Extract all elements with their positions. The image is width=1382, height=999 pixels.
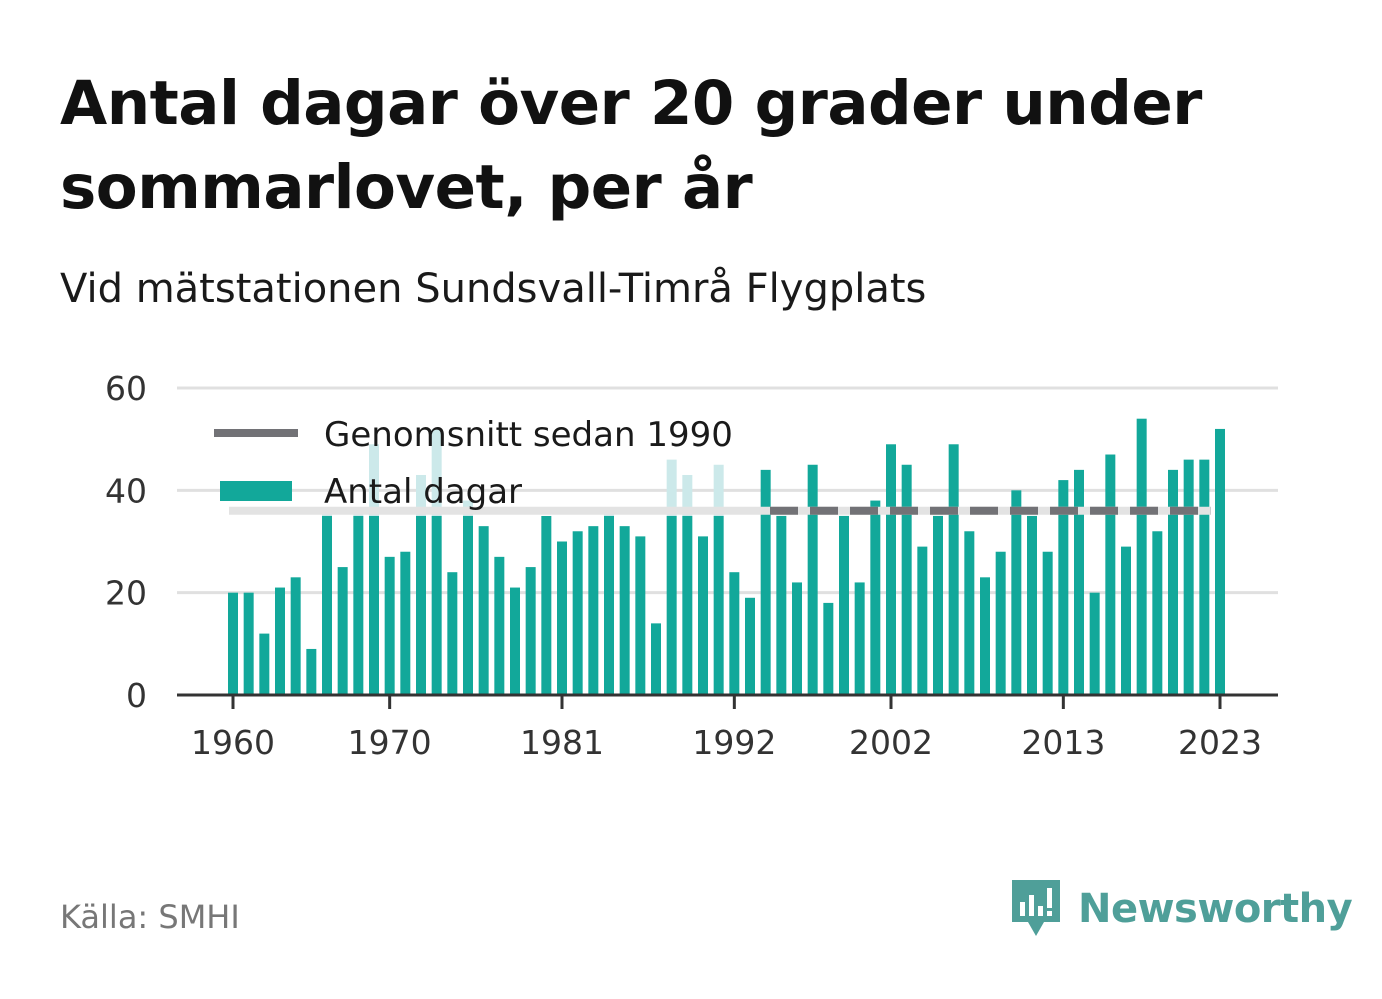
bar: [995, 551, 1006, 695]
bar: [901, 464, 912, 695]
bar: [510, 587, 520, 695]
bar: [588, 526, 599, 695]
bar: [447, 572, 458, 695]
bar: [776, 515, 787, 695]
bar: [729, 572, 740, 695]
y-tick-label: 20: [105, 574, 147, 613]
bar: [290, 577, 301, 695]
x-tick-label: 2002: [849, 723, 933, 762]
bar: [792, 582, 802, 695]
x-axis-ticks: 1960 1970 1981 1992 2002 2013 2023: [191, 695, 1262, 762]
bar: [807, 464, 818, 695]
bars: [228, 418, 1225, 695]
bar: [948, 444, 959, 695]
bar: [353, 516, 364, 695]
bar: [275, 587, 285, 695]
bar: [635, 536, 646, 695]
bar: [619, 526, 630, 695]
bar: [1152, 531, 1163, 695]
chart-subtitle: Vid mätstationen Sundsvall-Timrå Flygpla…: [60, 266, 927, 312]
bar: [572, 531, 583, 695]
bar: [541, 516, 552, 695]
bar: [651, 623, 661, 695]
x-tick-label: 1970: [348, 723, 432, 762]
legend: Genomsnitt sedan 1990 Antal dagar: [214, 415, 733, 512]
bar: [337, 567, 348, 695]
bar: [917, 546, 928, 695]
x-tick-label: 1960: [191, 723, 275, 762]
bar: [1011, 490, 1022, 695]
y-tick-label: 40: [105, 471, 147, 510]
bar-faded-segment: [682, 474, 693, 516]
bar: [322, 516, 332, 695]
bar: [384, 556, 395, 695]
x-tick-label: 1992: [692, 723, 776, 762]
y-tick-label: 0: [126, 676, 147, 715]
bar: [854, 582, 865, 695]
bar: [416, 516, 426, 695]
legend-bar-label: Antal dagar: [324, 472, 522, 512]
chart-title: Antal dagar över 20 grader under sommarl…: [60, 68, 1202, 223]
bar: [1105, 454, 1116, 695]
bar: [666, 516, 677, 695]
bar-faded-segment: [369, 444, 379, 516]
bar: [745, 597, 755, 695]
brand-logo: Newsworthy: [1010, 878, 1353, 940]
brand-name: Newsworthy: [1078, 886, 1353, 932]
bar-faded-segment: [431, 428, 442, 516]
x-tick-label: 2023: [1178, 723, 1262, 762]
source-note: Källa: SMHI: [60, 898, 240, 936]
legend-bar-swatch: [220, 481, 292, 501]
bar: [1215, 428, 1225, 695]
bar: [478, 526, 489, 695]
bar: [682, 516, 693, 695]
bar: [823, 602, 834, 695]
x-tick-label: 1981: [520, 723, 604, 762]
bar: [1058, 480, 1069, 695]
bar: [1199, 459, 1210, 695]
bar: [1074, 469, 1084, 695]
bar: [557, 541, 567, 695]
bar: [933, 515, 943, 695]
y-axis-ticks: 0 20 40 60: [105, 369, 147, 715]
bar-faded-segment: [713, 464, 724, 516]
bar: [760, 469, 771, 695]
bar: [400, 551, 411, 695]
bar: [964, 531, 975, 695]
bar: [1168, 469, 1178, 695]
bar: [1136, 418, 1147, 695]
bar: [1089, 592, 1100, 695]
bar: [1183, 459, 1194, 695]
bar: [980, 577, 990, 695]
bar: [839, 515, 849, 695]
legend-average-label: Genomsnitt sedan 1990: [324, 415, 733, 455]
bar: [1042, 551, 1053, 695]
x-tick-label: 2013: [1021, 723, 1105, 762]
bar: [604, 516, 614, 695]
bar: [713, 516, 724, 695]
bar: [870, 500, 881, 695]
newsworthy-icon: [1012, 880, 1060, 936]
bar: [698, 536, 708, 695]
bar-faded-segment: [416, 474, 426, 516]
bar: [886, 444, 896, 695]
bar: [1027, 515, 1037, 695]
bar: [243, 592, 254, 695]
bar: [1121, 546, 1131, 695]
y-tick-label: 60: [105, 369, 147, 408]
bar: [463, 516, 473, 695]
bar: [306, 648, 317, 695]
bar: [228, 592, 238, 695]
bar: [494, 556, 505, 695]
bar: [259, 633, 270, 695]
bar: [369, 516, 379, 695]
bar: [431, 516, 442, 695]
bar: [525, 567, 536, 695]
bar-faded-segment: [666, 459, 677, 516]
